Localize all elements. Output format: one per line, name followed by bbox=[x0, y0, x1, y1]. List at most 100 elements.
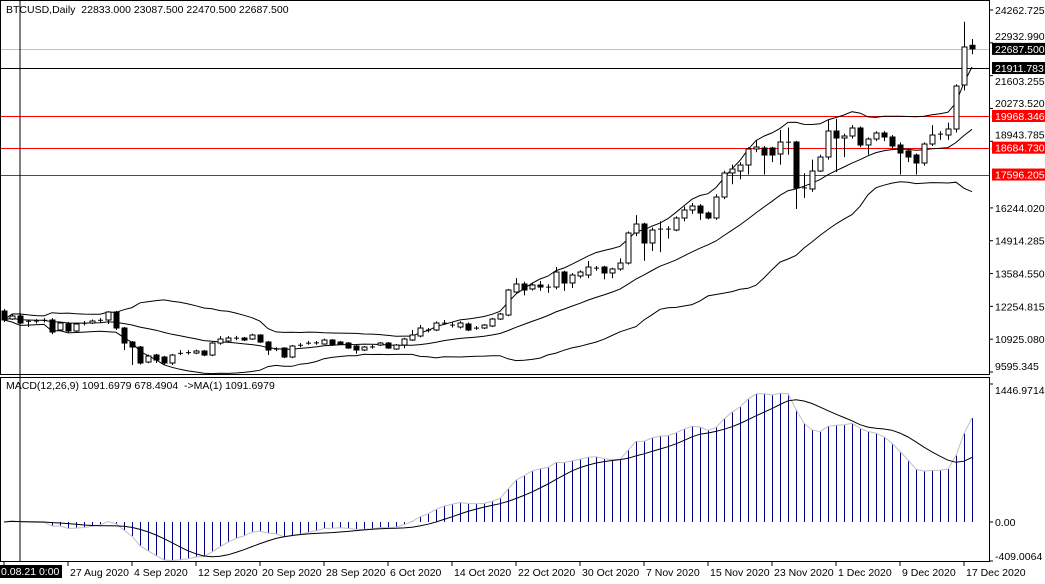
candle bbox=[1, 308, 8, 323]
candle bbox=[505, 288, 512, 317]
candle-body bbox=[345, 342, 352, 349]
candle-body bbox=[569, 274, 576, 284]
candle-body bbox=[585, 266, 592, 276]
candle-body bbox=[945, 128, 952, 136]
candle-body bbox=[377, 342, 384, 346]
date-axis-label: 1 Dec 2020 bbox=[838, 567, 892, 579]
date-axis-label: 17 Dec 2020 bbox=[966, 567, 1026, 579]
candle-body bbox=[889, 136, 896, 147]
candle-body bbox=[329, 339, 336, 346]
candle bbox=[809, 159, 816, 192]
candle bbox=[129, 341, 136, 366]
candle bbox=[113, 310, 120, 330]
candle-body bbox=[969, 44, 976, 50]
candle-body bbox=[1, 310, 8, 321]
candle-body bbox=[881, 132, 888, 138]
candle bbox=[65, 322, 72, 333]
candle bbox=[929, 125, 936, 147]
candle-body bbox=[681, 209, 688, 219]
price-axis-label: 16244.020 bbox=[995, 203, 1045, 215]
candle-body bbox=[249, 334, 256, 340]
candle bbox=[481, 324, 488, 329]
candle-body bbox=[433, 322, 440, 331]
candle bbox=[314, 341, 319, 345]
candle bbox=[370, 344, 375, 349]
candle bbox=[849, 125, 856, 139]
candle bbox=[873, 131, 880, 142]
price-axis-label: 14914.285 bbox=[995, 236, 1045, 248]
candle bbox=[217, 336, 224, 345]
price-axis-label: 24262.725 bbox=[995, 5, 1045, 17]
candle-body bbox=[841, 135, 848, 139]
candle-body bbox=[713, 196, 720, 219]
bollinger-upper-line bbox=[3, 66, 973, 337]
candle-body bbox=[225, 337, 232, 342]
candle bbox=[857, 126, 864, 148]
candle-body bbox=[121, 327, 128, 344]
candle bbox=[529, 283, 536, 291]
candle-body bbox=[241, 337, 248, 341]
candle bbox=[753, 139, 760, 153]
candle-body bbox=[777, 141, 784, 155]
candle bbox=[49, 318, 56, 335]
candle-body bbox=[817, 156, 824, 172]
price-axis-label: 21603.255 bbox=[995, 76, 1045, 88]
candle bbox=[442, 320, 447, 325]
candle bbox=[913, 153, 920, 175]
macd-axis-label: -409.0064 bbox=[995, 551, 1042, 563]
candle bbox=[178, 350, 183, 356]
candle bbox=[457, 321, 464, 329]
candle-body bbox=[353, 345, 360, 351]
date-axis-label: 23 Nov 2020 bbox=[774, 567, 834, 579]
candle-body bbox=[529, 284, 536, 290]
candle bbox=[641, 222, 648, 261]
candle-body bbox=[873, 132, 880, 140]
bollinger-lower-line bbox=[3, 181, 973, 375]
date-axis-label: 4 Sep 2020 bbox=[134, 567, 188, 579]
candle bbox=[601, 265, 608, 280]
candle bbox=[321, 338, 328, 345]
candle bbox=[42, 318, 47, 323]
candle-body bbox=[73, 323, 80, 332]
candle-body bbox=[833, 130, 840, 139]
candle-body bbox=[913, 154, 920, 164]
candle-body bbox=[769, 147, 776, 156]
price-tag-label: 17596.205 bbox=[995, 170, 1045, 182]
candle bbox=[729, 164, 736, 185]
price-tag-bg bbox=[992, 42, 1045, 55]
candle-body bbox=[113, 311, 120, 329]
crosshair-date-bg bbox=[0, 565, 62, 578]
candle bbox=[945, 122, 952, 140]
candle bbox=[98, 318, 103, 323]
bollinger-middle-line bbox=[3, 128, 973, 350]
price-tag-bg bbox=[992, 141, 1045, 154]
candle bbox=[26, 320, 31, 327]
candle bbox=[121, 326, 128, 351]
candle bbox=[186, 350, 191, 355]
candle bbox=[681, 206, 688, 222]
candle-body bbox=[57, 322, 64, 331]
candle-body bbox=[905, 150, 912, 158]
candle bbox=[17, 313, 24, 325]
candle bbox=[377, 342, 384, 346]
candle bbox=[761, 146, 768, 175]
candle bbox=[241, 336, 248, 342]
candle bbox=[561, 270, 568, 291]
candle bbox=[401, 337, 408, 349]
candle bbox=[306, 341, 311, 345]
candle bbox=[865, 137, 872, 155]
price-tag-label: 18684.730 bbox=[995, 143, 1045, 155]
price-tag-bg bbox=[992, 62, 1045, 75]
price-axis-label: 18943.785 bbox=[995, 130, 1045, 142]
candle bbox=[889, 134, 896, 149]
candle bbox=[594, 266, 599, 271]
macd-header: MACD(12,26,9) 1091.6979 678.4904 ->MA(1)… bbox=[6, 380, 275, 392]
candle-body bbox=[689, 205, 696, 211]
candle-body bbox=[697, 205, 704, 214]
price-axis-label: 9595.345 bbox=[995, 361, 1039, 373]
candle bbox=[161, 355, 168, 365]
candle-body bbox=[457, 322, 464, 328]
candle bbox=[289, 344, 296, 359]
price-axis-label: 20273.520 bbox=[995, 98, 1045, 110]
